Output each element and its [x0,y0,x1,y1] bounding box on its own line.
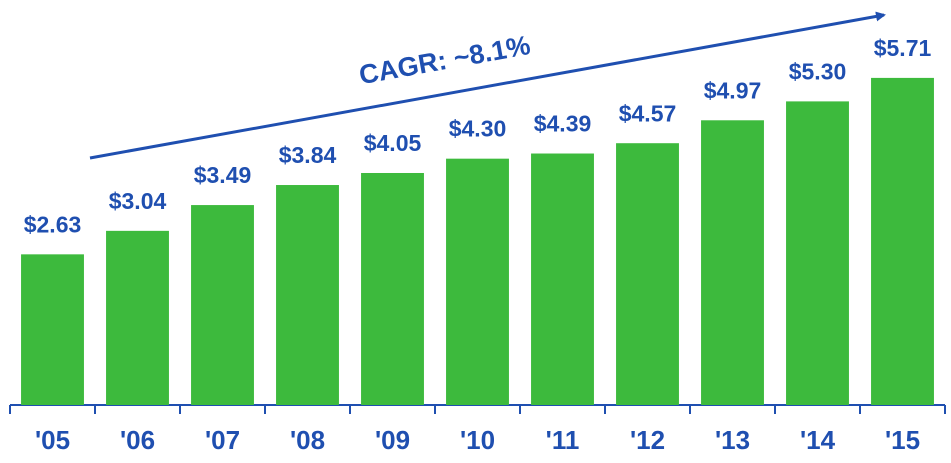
value-label: $4.39 [534,111,592,137]
bar [21,254,84,405]
bar [871,77,934,406]
bar [531,153,594,405]
value-label: $3.84 [279,142,337,168]
value-label: $4.97 [704,77,762,103]
value-label: $5.71 [874,35,932,61]
x-tick-label: '13 [715,425,750,455]
x-tick-label: '10 [460,425,495,455]
x-tick-label: '07 [205,425,240,455]
bar [786,101,849,405]
bar [106,230,169,405]
x-tick-label: '05 [35,425,70,455]
value-label: $5.30 [789,58,847,84]
bar [446,158,509,405]
x-tick-label: '08 [290,425,325,455]
x-tick-label: '14 [800,425,836,455]
x-tick-label: '15 [885,425,920,455]
trend-arrow [89,11,886,160]
bar [191,205,254,405]
bar [701,120,764,405]
x-tick-label: '11 [546,425,580,455]
cagr-annotation: CAGR: ~8.1% [357,30,533,90]
bar [276,185,339,405]
value-label: $4.30 [449,116,507,142]
bar [361,172,424,405]
x-tick-label: '06 [120,425,155,455]
bar [616,143,679,405]
value-label: $3.49 [194,162,252,188]
x-tick-label: '12 [630,425,665,455]
x-tick-label: '09 [375,425,410,455]
value-label: $2.63 [24,211,82,237]
value-label: $4.57 [619,100,677,126]
value-label: $4.05 [364,130,422,156]
value-label: $3.04 [109,188,167,214]
